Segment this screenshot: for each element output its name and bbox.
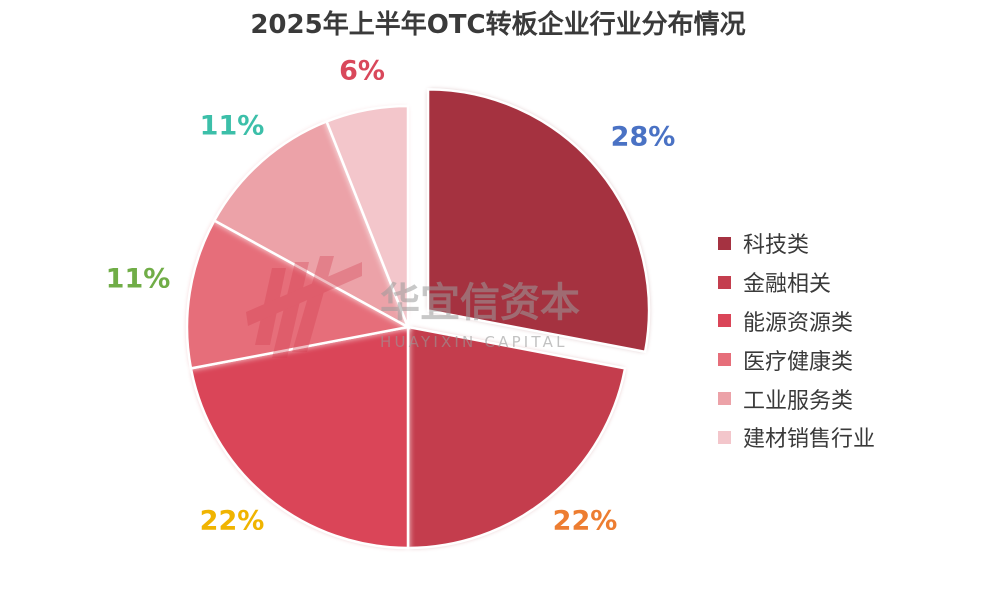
legend-item: 医疗健康类 xyxy=(718,340,875,379)
legend: 科技类金融相关能源资源类医疗健康类工业服务类建材销售行业 xyxy=(718,224,875,457)
pie-slices xyxy=(185,88,651,550)
watermark-mark-icon xyxy=(246,256,362,358)
legend-label: 科技类 xyxy=(743,233,810,259)
legend-swatch xyxy=(718,236,731,250)
pie-slice-6 xyxy=(325,104,410,328)
legend-item: 金融相关 xyxy=(718,263,875,302)
pie-slice-3 xyxy=(189,325,410,550)
watermark-logo: 华宜信资本 HUAYIXIN CAPITAL xyxy=(246,256,580,358)
legend-swatch xyxy=(718,430,731,444)
legend-swatch xyxy=(718,392,731,406)
pie-slice-5 xyxy=(212,119,411,330)
pie-slice-4 xyxy=(185,218,412,370)
pie-slice-2 xyxy=(406,325,627,550)
pct-label-6: 6% xyxy=(339,56,385,87)
watermark-subtitle: HUAYIXIN CAPITAL xyxy=(380,333,568,351)
legend-label: 建材销售行业 xyxy=(743,427,876,453)
legend-label: 能源资源类 xyxy=(743,310,854,336)
legend-swatch xyxy=(718,314,731,328)
pct-label-4: 11% xyxy=(106,264,171,295)
legend-swatch xyxy=(718,353,731,367)
pie-slice-1 xyxy=(426,88,651,354)
percentage-labels: 28% 22% 22% 11% 11% 6% xyxy=(106,56,676,537)
legend-item: 工业服务类 xyxy=(718,379,875,418)
pct-label-3: 22% xyxy=(200,506,265,537)
legend-swatch xyxy=(718,275,731,289)
legend-item: 建材销售行业 xyxy=(718,418,875,457)
legend-item: 能源资源类 xyxy=(718,302,875,341)
pct-label-2: 22% xyxy=(553,506,618,537)
watermark-name: 华宜信资本 xyxy=(380,280,580,326)
legend-label: 工业服务类 xyxy=(743,388,854,414)
legend-label: 医疗健康类 xyxy=(743,349,854,375)
pct-label-1: 28% xyxy=(611,122,676,153)
legend-item: 科技类 xyxy=(718,224,875,263)
chart-title: 2025年上半年OTC转板企业行业分布情况 xyxy=(250,10,746,40)
pct-label-5: 11% xyxy=(200,111,265,142)
legend-label: 金融相关 xyxy=(743,272,832,298)
